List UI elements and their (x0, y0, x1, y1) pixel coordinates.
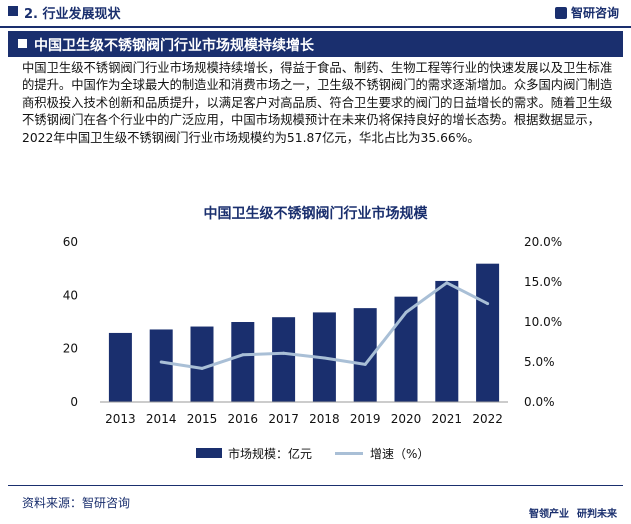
bar (190, 326, 214, 402)
growth-point (241, 353, 245, 357)
brand-name: 智研咨询 (570, 6, 619, 20)
legend-bar-label: 市场规模：亿元 (228, 447, 313, 461)
chart-legend: 市场规模：亿元 增速（%） (0, 445, 631, 461)
footer-tag-2: 研判未来 (577, 509, 617, 520)
bar (394, 296, 418, 402)
footer-tags: 智领产业 研判未来 (521, 505, 617, 520)
growth-point (282, 351, 286, 355)
legend-line-swatch (335, 452, 363, 455)
bar (435, 280, 459, 402)
y-right-tick-label: 15.0% (524, 275, 562, 289)
bar (108, 332, 132, 402)
bar (149, 329, 173, 402)
footer-tag-1: 智领产业 (529, 509, 569, 520)
banner-marker-icon (18, 39, 27, 48)
y-right-tick-label: 0.0% (524, 395, 555, 409)
growth-point (322, 356, 326, 360)
section-title: 2. 行业发展现状 (24, 7, 121, 22)
growth-point (200, 366, 204, 370)
x-tick-label: 2022 (472, 412, 503, 426)
growth-point (404, 310, 408, 314)
growth-point (486, 302, 490, 306)
x-tick-label: 2014 (146, 412, 177, 426)
top-bar: 2. 行业发展现状 智研咨询 (0, 0, 631, 28)
bar (231, 322, 255, 402)
brand-logo-icon (554, 7, 567, 19)
x-tick-label: 2016 (228, 412, 259, 426)
x-tick-label: 2018 (309, 412, 340, 426)
bar (353, 308, 377, 402)
y-right-tick-label: 20.0% (524, 235, 562, 249)
bar (272, 317, 296, 402)
section-marker-icon (8, 6, 18, 16)
description-paragraph: 中国卫生级不锈钢阀门行业市场规模持续增长，得益于食品、制药、生物工程等行业的快速… (22, 61, 613, 145)
growth-point (159, 360, 163, 364)
y-left-tick-label: 20 (63, 342, 78, 356)
bottom-rule (8, 485, 623, 486)
banner: 中国卫生级不锈钢阀门行业市场规模持续增长 (8, 31, 623, 57)
growth-point (363, 362, 367, 366)
source-note: 资料来源：智研咨询 (22, 496, 131, 510)
x-tick-label: 2019 (350, 412, 381, 426)
growth-point (445, 281, 449, 285)
y-left-tick-label: 0 (70, 395, 78, 409)
y-right-tick-label: 5.0% (524, 355, 555, 369)
legend-bar-swatch (196, 448, 222, 458)
bar (476, 263, 500, 402)
y-left-tick-label: 40 (63, 288, 78, 302)
x-tick-label: 2017 (268, 412, 299, 426)
x-tick-label: 2015 (187, 412, 218, 426)
x-tick-label: 2013 (105, 412, 136, 426)
legend-line-label: 增速（%） (370, 447, 430, 461)
chart-title: 中国卫生级不锈钢阀门行业市场规模 (203, 206, 428, 222)
banner-title: 中国卫生级不锈钢阀门行业市场规模持续增长 (34, 38, 314, 54)
x-tick-label: 2020 (391, 412, 422, 426)
brand: 智研咨询 (554, 4, 619, 21)
y-right-tick-label: 10.0% (524, 315, 562, 329)
y-left-tick-label: 60 (63, 235, 78, 249)
chart-canvas: 0 20 40 60 0.0% 5.0% 10.0% 15.0% 20.0% 2013 2014 20… (63, 235, 562, 426)
x-tick-label: 2021 (432, 412, 463, 426)
